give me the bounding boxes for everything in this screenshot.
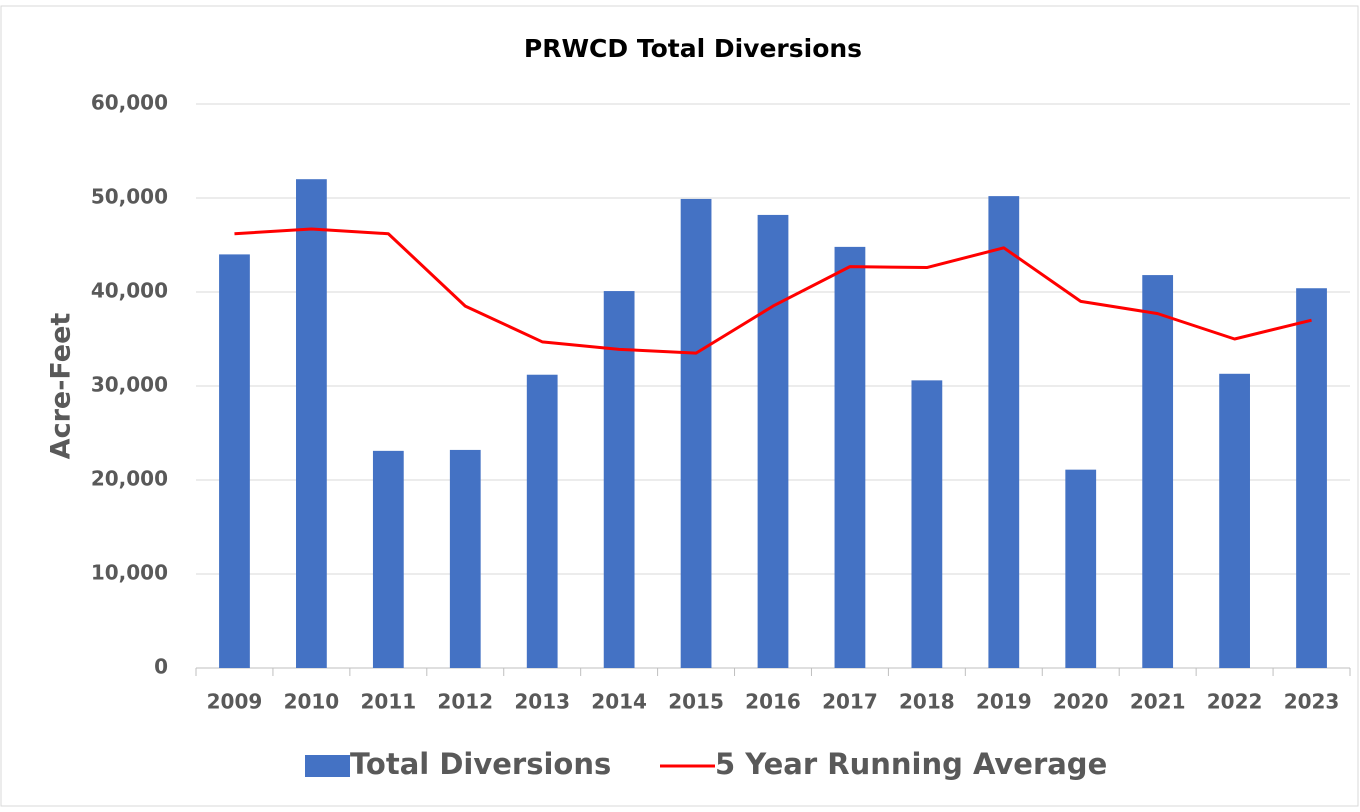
x-tick-label: 2014: [591, 690, 647, 714]
legend-label: Total Diversions: [350, 747, 611, 781]
y-tick-label: 20,000: [91, 467, 168, 491]
bar: [526, 374, 558, 668]
bar: [1142, 275, 1174, 668]
bar: [449, 449, 481, 668]
bar: [911, 380, 943, 668]
x-tick-label: 2012: [437, 690, 493, 714]
x-tick-label: 2023: [1284, 690, 1340, 714]
bar: [219, 254, 250, 668]
x-tick-label: 2019: [976, 690, 1032, 714]
y-tick-label: 50,000: [91, 185, 168, 209]
x-tick-label: 2020: [1053, 690, 1109, 714]
x-tick-label: 2011: [360, 690, 416, 714]
bar: [372, 450, 404, 668]
bar: [1065, 469, 1097, 668]
legend-label: 5 Year Running Average: [715, 747, 1107, 781]
x-tick-label: 2016: [745, 690, 801, 714]
y-tick-label: 10,000: [91, 561, 168, 585]
bar: [1219, 373, 1250, 668]
bar: [834, 246, 866, 668]
x-tick-label: 2022: [1207, 690, 1263, 714]
y-tick-label: 30,000: [91, 373, 168, 397]
bar: [680, 198, 712, 668]
bar: [296, 179, 327, 668]
y-axis-title: Acre-Feet: [46, 313, 77, 460]
legend-swatch: [305, 755, 350, 777]
x-tick-label: 2013: [514, 690, 570, 714]
x-tick-label: 2015: [668, 690, 724, 714]
bar: [1296, 288, 1327, 668]
y-tick-label: 0: [154, 655, 168, 679]
x-tick-label: 2009: [207, 690, 263, 714]
bar: [603, 291, 635, 668]
x-tick-label: 2018: [899, 690, 955, 714]
x-tick-label: 2010: [284, 690, 340, 714]
x-tick-label: 2017: [822, 690, 878, 714]
x-tick-label: 2021: [1130, 690, 1186, 714]
chart-title: PRWCD Total Diversions: [524, 34, 862, 63]
y-tick-label: 40,000: [91, 279, 168, 303]
y-tick-label: 60,000: [91, 91, 168, 115]
bar: [988, 196, 1020, 668]
bar: [757, 214, 789, 669]
line: [234, 227, 1312, 355]
